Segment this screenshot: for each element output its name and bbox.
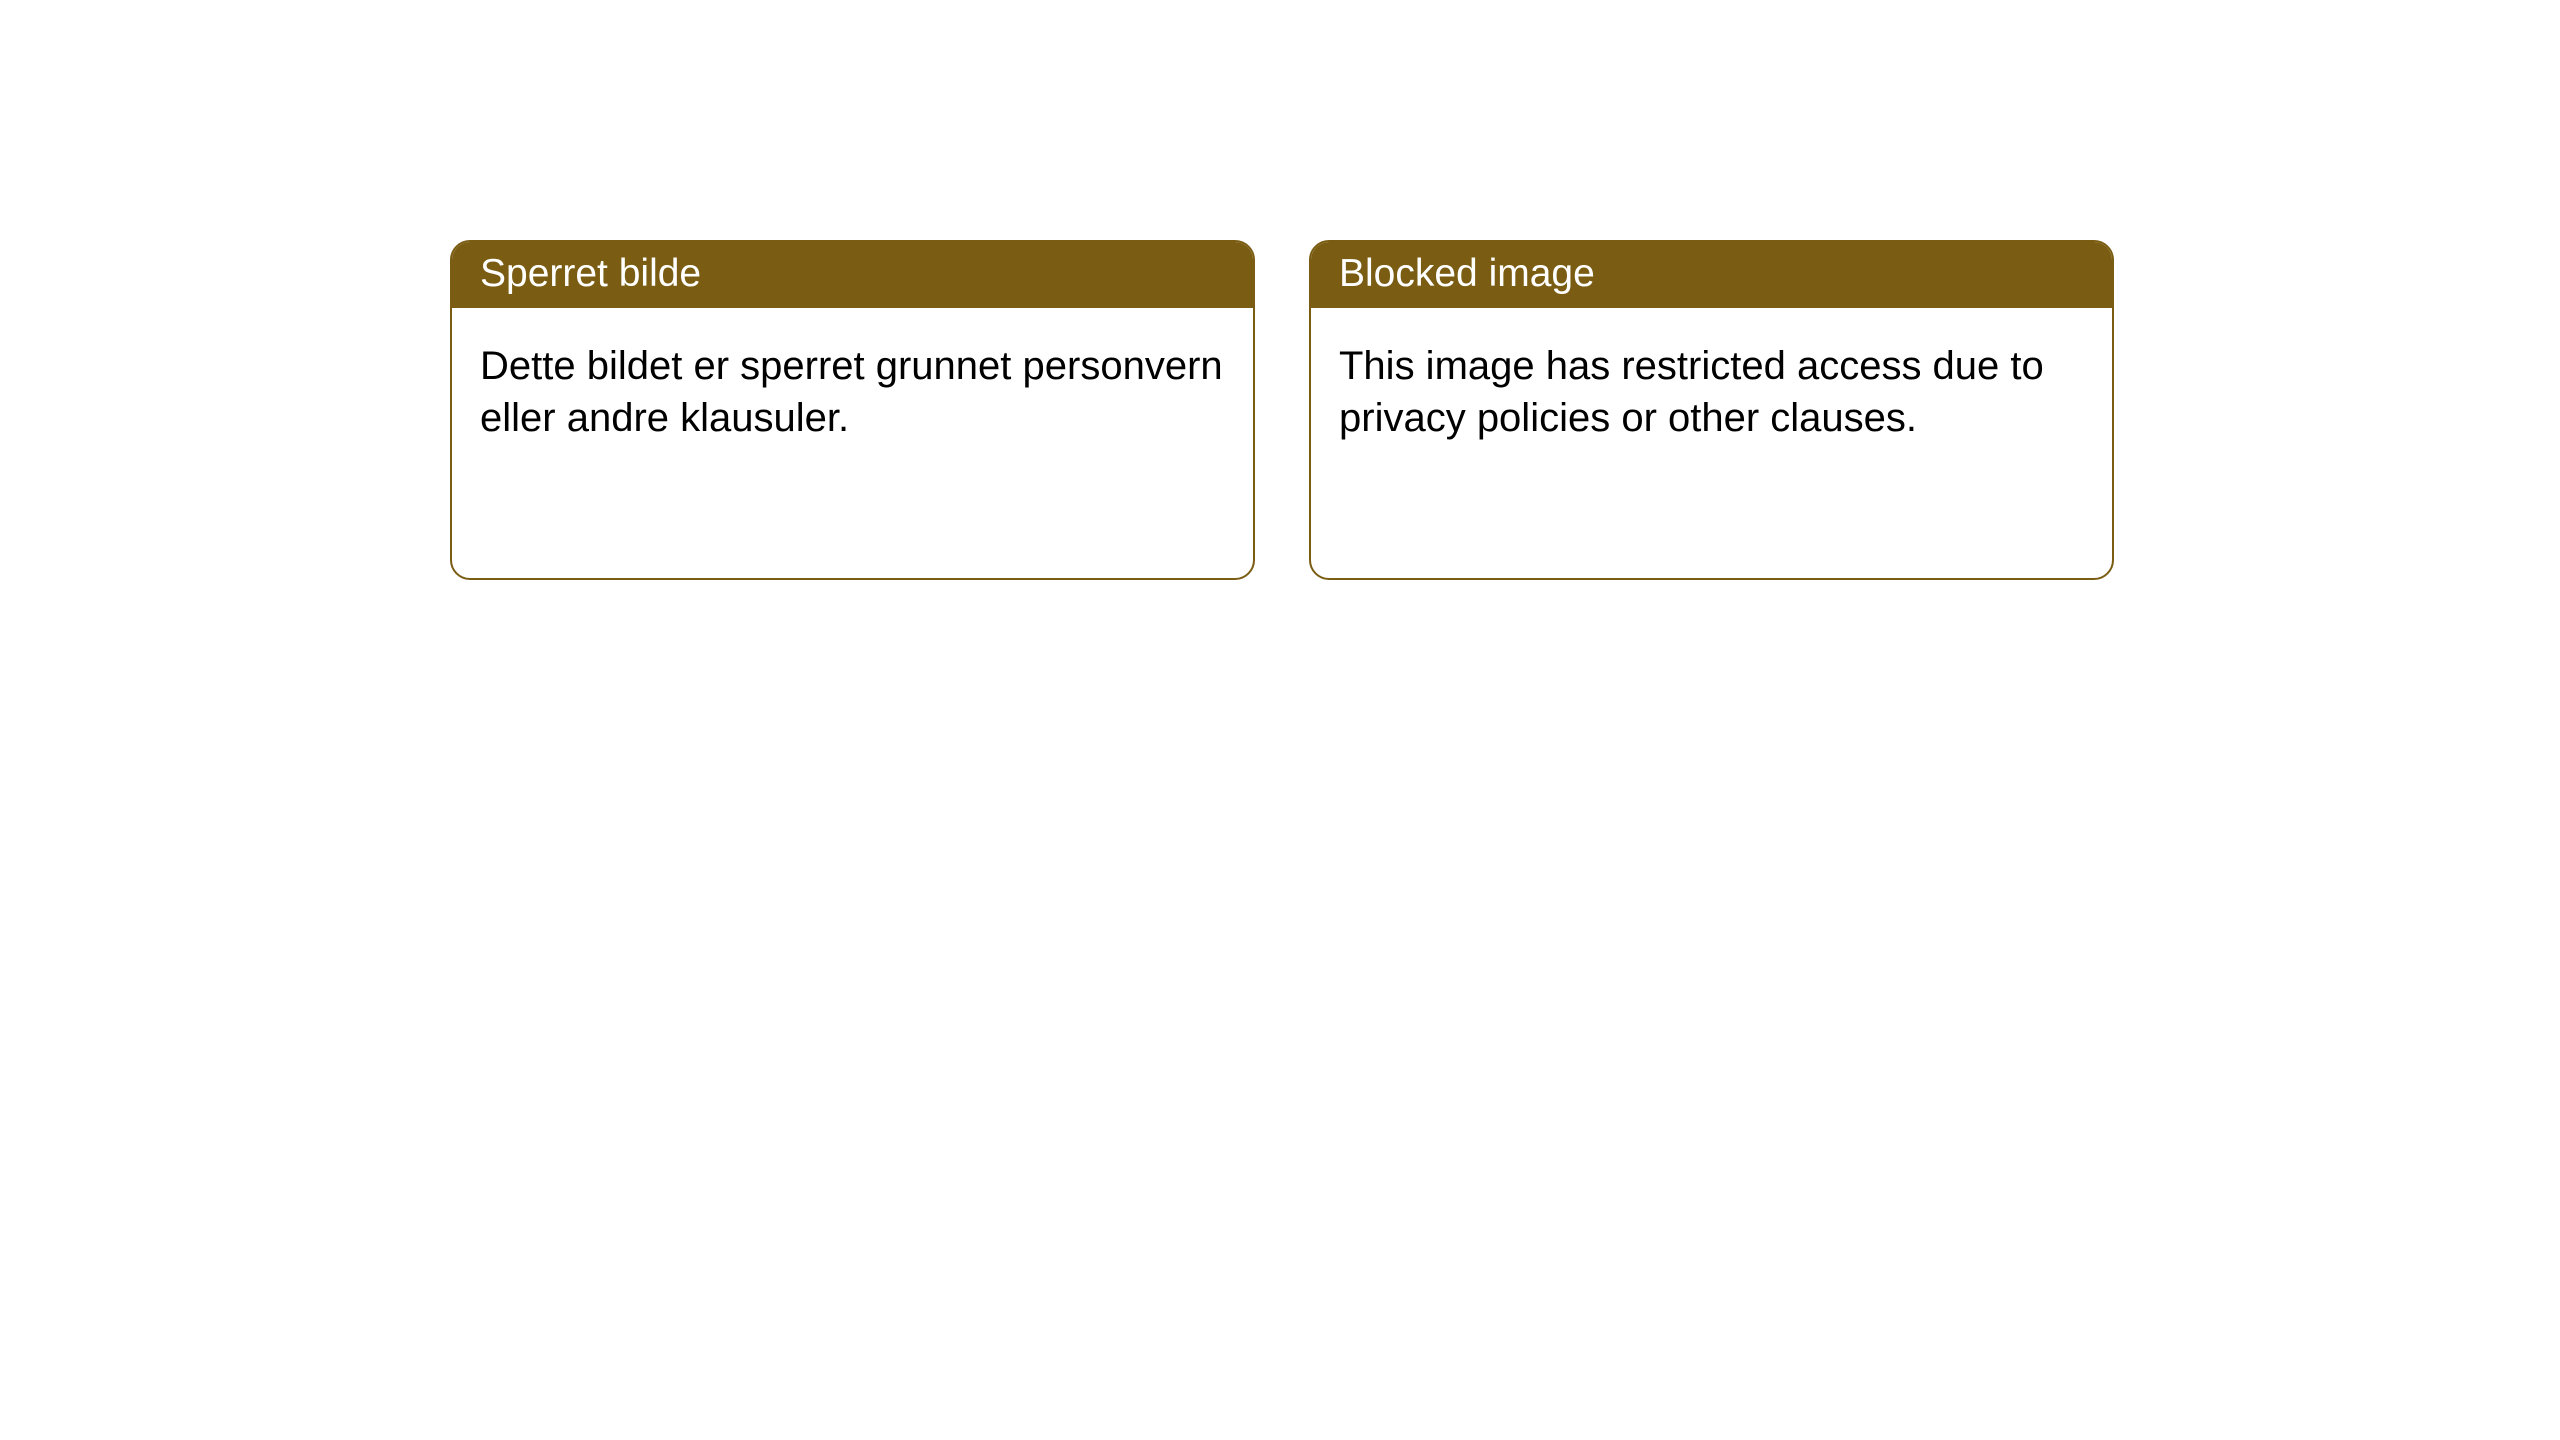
notice-card-english: Blocked image This image has restricted …: [1309, 240, 2114, 580]
notice-container: Sperret bilde Dette bildet er sperret gr…: [0, 0, 2560, 580]
notice-title-norwegian: Sperret bilde: [452, 242, 1253, 308]
notice-body-norwegian: Dette bildet er sperret grunnet personve…: [452, 308, 1253, 476]
notice-card-norwegian: Sperret bilde Dette bildet er sperret gr…: [450, 240, 1255, 580]
notice-body-english: This image has restricted access due to …: [1311, 308, 2112, 476]
notice-title-english: Blocked image: [1311, 242, 2112, 308]
